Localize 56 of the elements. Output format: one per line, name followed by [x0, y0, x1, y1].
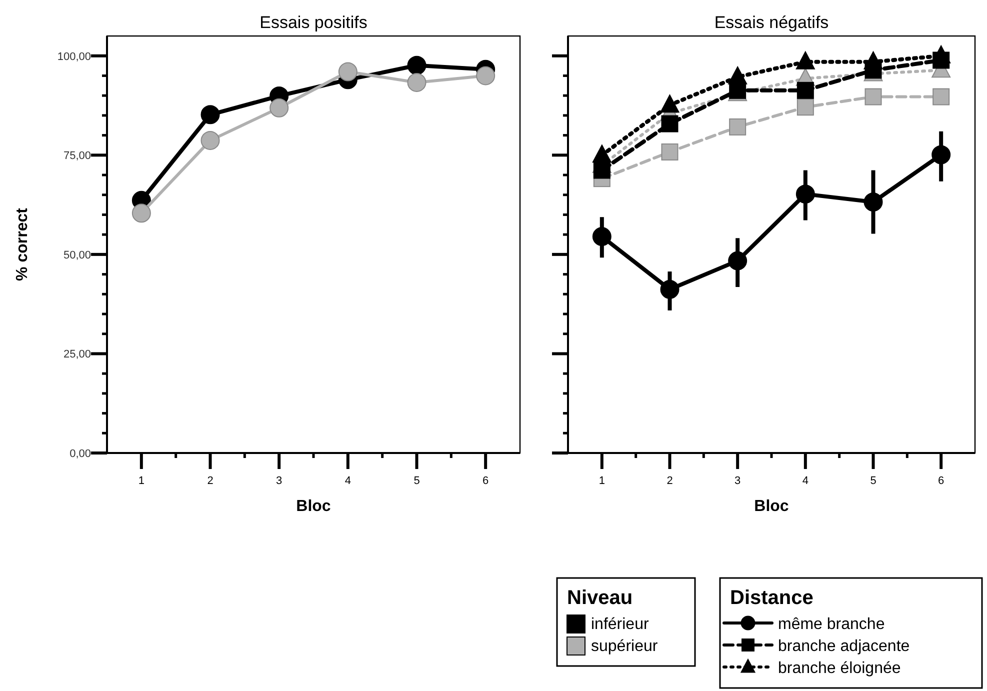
- point: [864, 88, 882, 106]
- x-tick-label: 4: [344, 475, 351, 487]
- legend-label: même branche: [778, 616, 885, 633]
- point: [200, 105, 220, 124]
- x-tick-label: 4: [802, 475, 808, 487]
- point: [476, 66, 496, 86]
- x-tick-label: 5: [414, 475, 420, 487]
- legend-title: Distance: [730, 587, 814, 609]
- point: [796, 51, 815, 70]
- x-tick-label: 2: [207, 475, 214, 487]
- legend-label: branche adjacente: [778, 638, 910, 655]
- y-tick-label: 100,00: [57, 50, 91, 63]
- point: [592, 227, 612, 246]
- y-tick-label: 25,00: [63, 348, 91, 361]
- point: [729, 118, 746, 136]
- legend-label: inférieur: [591, 616, 650, 633]
- point: [796, 82, 814, 99]
- x-tick-label: 1: [598, 475, 605, 487]
- legend-title: Niveau: [567, 587, 633, 609]
- point: [864, 192, 883, 212]
- x-tick-label: 6: [938, 475, 944, 487]
- y-tick-label: 0,00: [70, 448, 91, 460]
- point: [864, 51, 883, 70]
- y-tick-label: 50,00: [63, 249, 91, 262]
- point: [407, 72, 426, 92]
- y-tick-label: 75,00: [63, 150, 91, 162]
- x-tick-label: 5: [870, 475, 876, 487]
- point: [132, 204, 151, 223]
- point: [796, 184, 815, 204]
- chart-title: Essais négatifs: [714, 13, 829, 32]
- point: [932, 145, 951, 164]
- point: [661, 143, 678, 160]
- point: [728, 251, 748, 270]
- point: [270, 98, 289, 118]
- point: [660, 280, 680, 299]
- point: [660, 94, 680, 113]
- x-axis-title: Bloc: [296, 498, 331, 515]
- point: [728, 66, 748, 84]
- x-tick-label: 6: [482, 475, 489, 487]
- point: [407, 56, 426, 75]
- point: [932, 88, 950, 106]
- x-tick-label: 3: [734, 475, 741, 487]
- y-axis-title: % correct: [14, 207, 31, 281]
- point: [200, 130, 220, 150]
- chart-title: Essais positifs: [260, 13, 368, 32]
- point: [593, 162, 610, 179]
- point: [592, 144, 612, 163]
- x-tick-label: 3: [276, 475, 282, 487]
- point: [661, 115, 678, 132]
- x-axis-title: Bloc: [754, 498, 789, 515]
- point: [796, 98, 814, 116]
- legend-label: supérieur: [591, 638, 658, 655]
- x-tick-label: 2: [666, 475, 673, 487]
- legend-label: branche éloignée: [778, 660, 901, 677]
- x-tick-label: 1: [138, 475, 144, 487]
- point: [338, 62, 358, 82]
